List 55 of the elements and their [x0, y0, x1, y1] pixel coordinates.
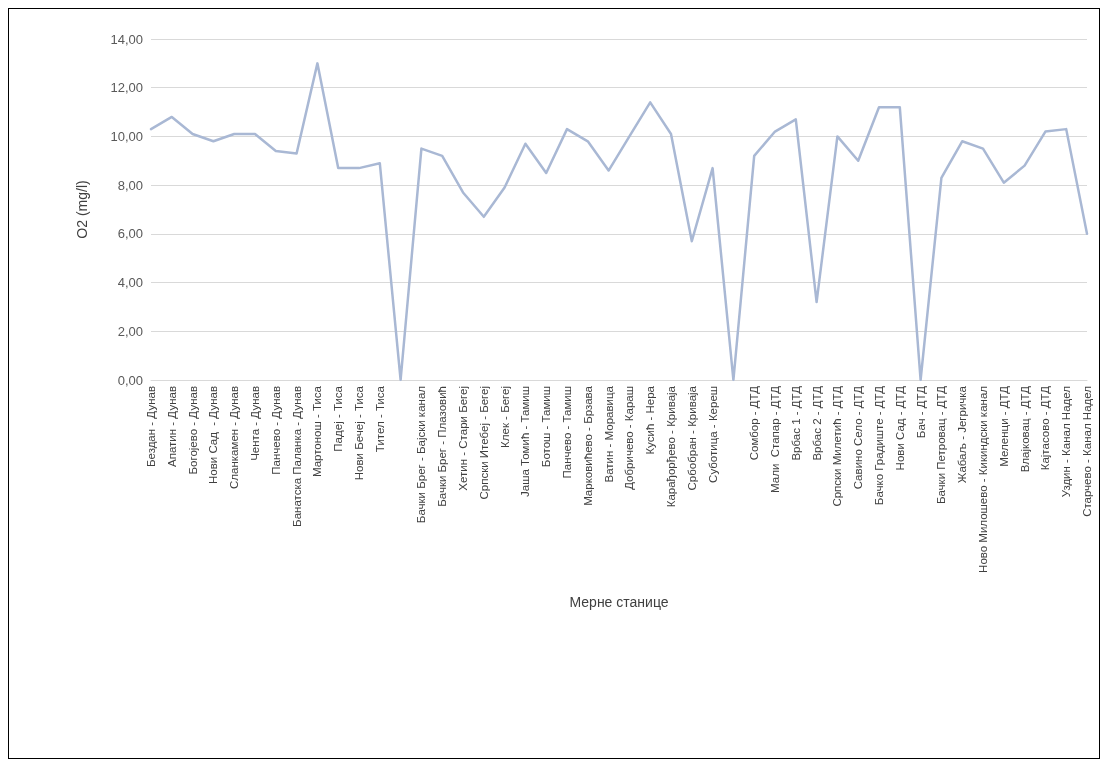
line-series: [149, 62, 1089, 382]
y-tick-label: 10,00: [110, 128, 143, 144]
x-tick-label: Кусић - Нера: [644, 385, 657, 455]
x-axis-title: Мерне станице: [569, 594, 669, 610]
x-tick-label: Тител - Тиса: [373, 385, 386, 453]
y-tick-label: 14,00: [110, 31, 143, 47]
x-tick-label: Старчево - Канал Надел: [1081, 386, 1093, 517]
x-tick-label: Уздин - Канал Надел: [1060, 386, 1073, 498]
y-tick-label: 12,00: [110, 80, 143, 96]
x-tick-label: Сомбор - ДТД: [748, 385, 761, 461]
x-tick-label: Падеј - Тиса: [332, 385, 345, 452]
x-tick-label: Меленци - ДТД: [997, 385, 1010, 467]
x-tick-label: Банатска Паланка - Дунав: [290, 386, 303, 527]
x-tick-label: Србобран - Криваја: [685, 385, 698, 491]
x-tick-label: Апатин - Дунав: [165, 386, 178, 467]
x-tick-label: Влајковац - ДТД: [1018, 385, 1031, 473]
x-tick-label: Српски Милетић - ДТД: [831, 385, 844, 507]
x-tick-label: Панчево - Дунав: [269, 386, 282, 475]
x-tick-label: Нови Сад - ДТД: [893, 385, 906, 471]
x-tick-label: Нови Сад - Дунав: [207, 386, 220, 485]
x-tick-label: Ватин - Моравица: [602, 385, 615, 483]
x-tick-label: Бачки Брег - Плазовић: [436, 386, 449, 507]
x-tick-label: Ново Милошево - Кикиндски канал: [977, 386, 989, 573]
x-tick-label: Мали Стапар - ДТД: [769, 385, 781, 493]
x-tick-label: Суботица - Кереш: [706, 386, 719, 483]
x-tick-label: Жабаљ - Јегричка: [956, 385, 969, 484]
x-tick-label: Ботош - Тамиш: [540, 386, 553, 468]
x-tick-label: Карађорђево - Криваја: [665, 385, 677, 508]
y-tick-label: 8,00: [117, 177, 143, 193]
x-tick-label: Марковићево - Брзава: [581, 385, 594, 506]
x-tick-label: Кајтасово - ДТД: [1039, 385, 1052, 471]
x-tick-label: Савино Село - ДТД: [852, 385, 865, 490]
x-tick-label: Добричево - Караш: [623, 386, 636, 490]
x-tick-label: Српски Итебеј - Бегеј: [477, 386, 490, 500]
x-tick-label: Јаша Томић - Тамиш: [519, 386, 532, 497]
y-tick-label: 0,00: [117, 372, 143, 388]
y-axis-title: O2 (mg/l): [74, 180, 90, 239]
x-tick-label: Бачко Градиште - ДТД: [873, 385, 885, 506]
x-tick-label: Бач - ДТД: [914, 385, 927, 439]
x-tick-label: Бачки Петровац - ДТД: [935, 385, 948, 505]
x-tick-label: Бездан - Дунав: [145, 386, 157, 468]
x-tick-label: Клек - Бегеј: [498, 386, 511, 448]
x-tick-label: Мартонош - Тиса: [311, 385, 324, 478]
x-tick-label: Врбас 1 - ДТД: [789, 385, 802, 461]
x-tick-label: Панчево - Тамиш: [561, 386, 573, 479]
y-tick-label: 6,00: [117, 226, 143, 242]
x-tick-label: Богојево - Дунав: [186, 386, 199, 475]
y-tick-label: 2,00: [117, 323, 143, 339]
x-tick-label: Врбас 2 - ДТД: [810, 385, 823, 461]
x-tick-label: Чента - Дунав: [249, 386, 261, 461]
x-tick-label: Бачки Брег - Бајски канал: [415, 386, 428, 524]
x-tick-label: Хетин - Стари Бегеј: [457, 386, 469, 491]
x-tick-label: Сланкамен - Дунав: [228, 386, 241, 489]
y-tick-label: 4,00: [117, 275, 143, 291]
x-tick-label: Нови Бечеј - Тиса: [353, 385, 365, 481]
